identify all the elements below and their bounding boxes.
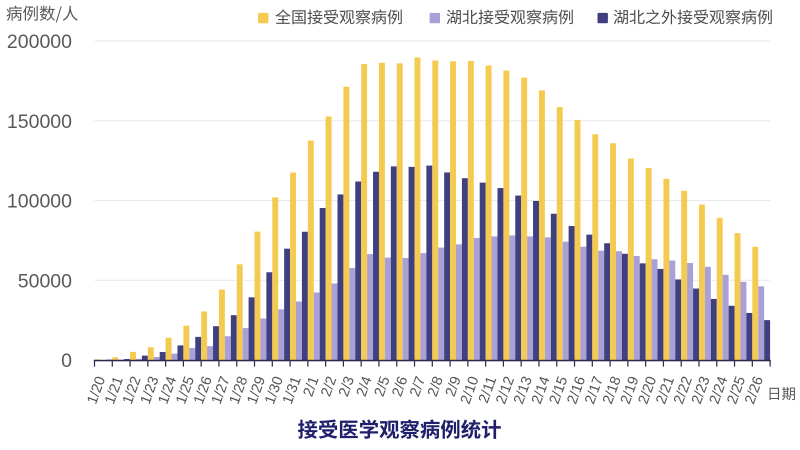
svg-text:100000: 100000 xyxy=(7,191,72,213)
svg-text:200000: 200000 xyxy=(7,31,72,53)
svg-text:50000: 50000 xyxy=(18,270,72,292)
svg-text:0: 0 xyxy=(61,350,72,372)
svg-text:2/6: 2/6 xyxy=(389,374,411,398)
svg-text:2/1: 2/1 xyxy=(301,374,323,398)
svg-text:2/3: 2/3 xyxy=(336,374,358,398)
svg-text:150000: 150000 xyxy=(7,111,72,133)
svg-text:2/8: 2/8 xyxy=(425,374,447,398)
svg-text:2/2: 2/2 xyxy=(318,374,340,398)
svg-text:2/4: 2/4 xyxy=(354,374,376,398)
svg-text:2/5: 2/5 xyxy=(372,374,394,398)
svg-text:2/9: 2/9 xyxy=(443,374,465,398)
svg-text:2/7: 2/7 xyxy=(407,374,429,398)
